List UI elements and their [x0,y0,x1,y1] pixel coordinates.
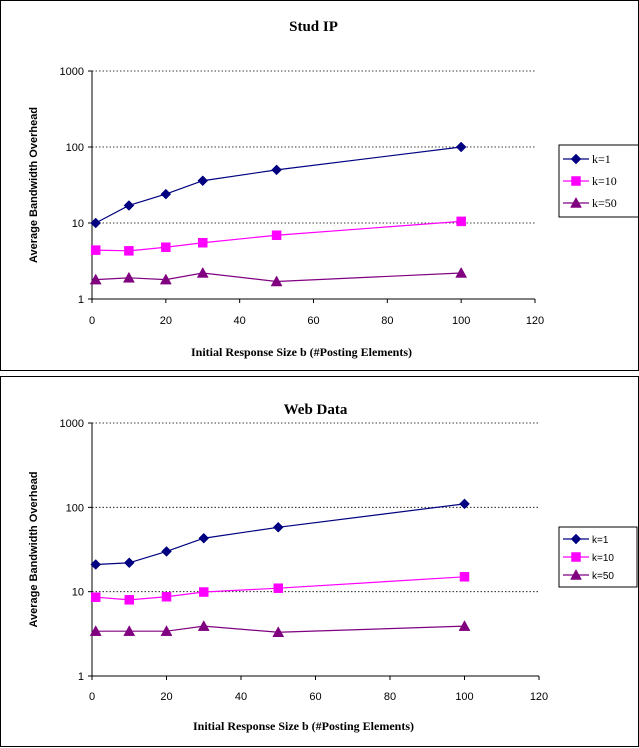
chart-svg: Stud IP 1 10 100 1000 0 20 40 60 80 100 120 Initial … [28,19,638,359]
data-point [123,625,136,636]
data-point [198,532,210,544]
data-point [271,230,282,240]
y-tick-label: 1000 [60,66,84,78]
x-tick-label: 40 [235,691,247,703]
legend-marker [571,552,581,562]
data-point [160,188,172,200]
x-tick-label: 40 [234,315,246,327]
data-point [197,175,209,187]
x-tick-label: 60 [309,691,321,703]
chart-panel-stud-ip: Stud IP 1 10 100 1000 0 20 40 60 80 100 120 Initial … [0,0,639,371]
data-point [197,620,210,631]
x-tick-label: 100 [452,315,470,327]
data-point [124,246,134,256]
data-point [198,237,208,248]
data-point [271,164,282,176]
data-point [159,273,172,285]
data-point [122,271,135,283]
data-point [272,626,285,638]
data-point [124,595,134,605]
data-point [459,572,470,582]
legend-label: k=50 [592,196,617,210]
legend-label: k=1 [592,152,611,166]
y-axis-label: Average Bandwidth Overhead [28,107,40,263]
series-line-k10 [95,576,465,601]
data-point [90,592,101,602]
data-point [272,521,284,533]
y-tick-label: 1 [78,294,84,306]
series-line-k1 [95,146,462,224]
x-tick-label: 100 [455,691,473,703]
legend-marker [570,153,582,165]
y-tick-label: 10 [72,587,84,599]
data-point [196,266,209,278]
data-point [90,245,101,255]
chart-title: Web Data [284,402,348,418]
data-point [199,587,209,597]
x-tick-label: 80 [384,691,396,703]
legend-label: k=10 [592,174,617,188]
legend-label: k=10 [592,553,614,564]
y-tick-label: 10 [72,218,84,230]
data-point [90,217,102,229]
data-point [123,557,135,569]
data-point [459,498,470,510]
x-tick-label: 120 [526,315,544,327]
data-point [458,620,471,631]
legend-label: k=50 [592,571,614,582]
legend-marker [570,533,582,545]
x-tick-label: 20 [160,315,172,327]
x-tick-label: 120 [530,691,548,703]
chart-panel-web-data: Web Data 1 10 100 1000 0 20 40 60 80 100 120 Initial… [0,376,639,747]
series-line-k10 [95,220,462,252]
legend-label: k=1 [592,535,609,546]
data-point [89,273,102,285]
data-point [161,546,172,557]
series-line-k50 [95,272,462,283]
chart-svg: Web Data 1 10 100 1000 0 20 40 60 80 100 120 Initial… [28,402,638,733]
data-point [160,625,173,636]
data-point [161,242,171,252]
y-tick-label: 1 [78,671,84,683]
series-line-k1 [95,503,465,566]
y-axis-label: Average Bandwidth Overhead [28,471,40,627]
data-point [270,275,283,287]
data-point [455,141,467,153]
legend-marker [571,176,581,186]
data-point [89,625,102,636]
x-tick-label: 80 [381,315,393,327]
data-point [161,592,172,602]
x-tick-label: 20 [160,691,172,703]
x-tick-label: 0 [89,691,95,703]
x-tick-label: 60 [307,315,319,327]
data-point [273,583,283,593]
x-tick-label: 0 [89,315,95,327]
data-point [456,216,466,227]
y-tick-label: 100 [66,502,84,514]
legend-marker [570,196,582,208]
x-axis-label: Initial Response Size b (#Posting Elemen… [193,719,414,733]
legend-marker [570,568,582,580]
y-tick-label: 100 [66,142,84,154]
y-tick-label: 1000 [60,418,84,430]
x-axis-label: Initial Response Size b (#Posting Elemen… [191,345,412,359]
series-line-k50 [95,625,465,633]
data-point [455,266,468,278]
chart-title: Stud IP [289,19,338,35]
data-point [123,200,135,211]
data-point [90,559,102,570]
